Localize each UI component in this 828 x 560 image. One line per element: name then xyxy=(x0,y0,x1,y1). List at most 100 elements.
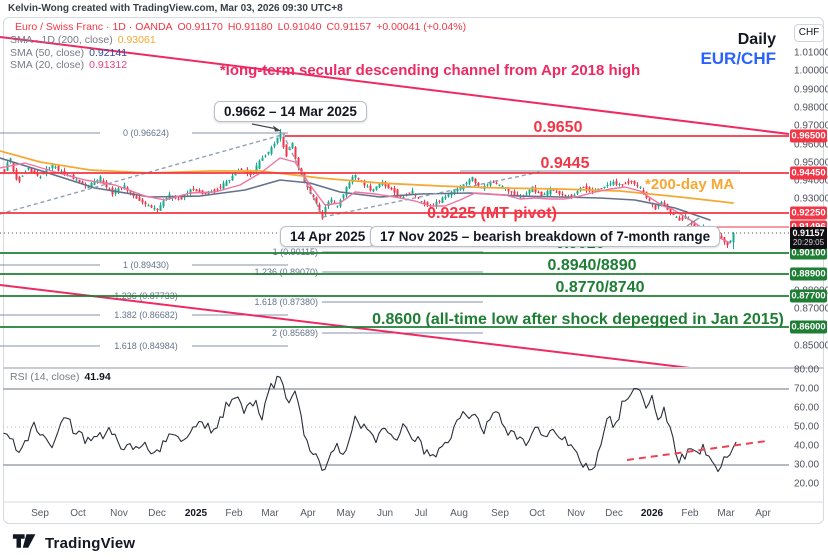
rsi-divergence-line[interactable] xyxy=(626,440,768,461)
resistance-label-9650: 0.9650 xyxy=(533,119,583,136)
price-axis-label: 0.94000 xyxy=(794,175,828,187)
callout-pointers xyxy=(251,123,700,227)
price-axis-label: 0.85000 xyxy=(794,340,828,352)
ohlc-row: Euro / Swiss Franc · 1D · OANDA O0.91170 H… xyxy=(10,21,466,34)
sma200-label: SMA · 1D (200, close) xyxy=(10,34,113,46)
indicator-row-sma200: SMA · 1D (200, close) 0.93061 xyxy=(10,34,466,47)
svg-text:1 (0.90115): 1 (0.90115) xyxy=(273,247,318,257)
rsi-axis-label: 70.00 xyxy=(794,383,820,395)
time-axis-month-label: Aug xyxy=(450,508,468,519)
sma20-label: SMA (20, close) xyxy=(10,59,85,71)
price-axis-label: 0.97000 xyxy=(794,120,828,132)
price-axis[interactable]: CHF 1.01000 1.00000 0.99000 0.98000 0.97000 0… xyxy=(790,18,828,522)
time-axis-month-label: Oct xyxy=(70,508,86,519)
time-axis-month-label: Apr xyxy=(300,508,316,519)
fib-extension-b: 1 (0.90115) 1.236 (0.89070) 1.618 (0.87380… xyxy=(254,170,740,338)
callout-mar-2025-high[interactable]: 0.9662 – 14 Mar 2025 xyxy=(214,101,367,122)
time-axis-month-label: Dec xyxy=(148,508,166,519)
ohlc-low: L0.91040 xyxy=(277,21,322,33)
time-axis-month-label: May xyxy=(336,508,356,519)
rsi-line xyxy=(3,375,737,473)
indicator-row-sma20: SMA (20, close) 0.91312 xyxy=(10,59,466,72)
attribution-text: Kelvin-Wong created with TradingView.com… xyxy=(8,3,343,14)
support-label-8770: 0.8770/8740 xyxy=(555,279,645,296)
currency-toggle: CHF xyxy=(794,24,824,42)
dashed-trendlines[interactable] xyxy=(0,133,541,218)
sma50-label: SMA (50, close) xyxy=(10,46,85,59)
svg-text:1.618 (0.87380): 1.618 (0.87380) xyxy=(254,297,318,307)
ma-200-line xyxy=(0,150,734,204)
time-axis-month-label: Oct xyxy=(529,508,545,519)
svg-text:1 (0.89430): 1 (0.89430) xyxy=(123,260,169,270)
callout-nov-2025-breakdown[interactable]: 17 Nov 2025 – bearish breakdown of 7-mon… xyxy=(370,226,721,247)
svg-text:1.236 (0.89070): 1.236 (0.89070) xyxy=(254,267,318,277)
time-axis-month-label: Dec xyxy=(605,508,623,519)
ohlc-open: O0.91170 xyxy=(177,21,223,33)
time-axis-month-label: Sep xyxy=(31,508,49,519)
price-axis-label: 1.00000 xyxy=(794,65,828,77)
indicator-row-sma50: SMA (50, close) 0.92141 xyxy=(10,47,466,60)
price-axis-label: 0.99000 xyxy=(794,84,828,96)
brand-text[interactable]: TradingView xyxy=(45,534,136,552)
sma200-value: 0.93061 xyxy=(117,34,156,46)
price-axis-label: 0.98000 xyxy=(794,102,828,114)
price-axis-label: 0.96000 xyxy=(794,139,828,151)
rsi-value: 41.94 xyxy=(84,371,111,383)
time-axis-month-label: Mar xyxy=(261,508,279,519)
rsi-axis-label: 20.00 xyxy=(794,478,820,490)
rsi-axis-label: 50.00 xyxy=(794,421,820,433)
rsi-legend: RSI (14, close) 41.94 xyxy=(10,371,111,383)
price-axis-badge-red: 0.96500 xyxy=(790,129,827,143)
rsi-label: RSI (14, close) xyxy=(10,371,80,383)
fib-retracement-a: 0 (0.96624)1 (0.89430)1.236 (0.87733)1.3… xyxy=(0,128,288,351)
price-axis-badge-green: 0.86000 xyxy=(790,320,827,334)
ohlc-high: H0.91180 xyxy=(227,21,273,33)
time-axis-month-label: Apr xyxy=(755,508,771,519)
price-axis-label: 1.01000 xyxy=(794,47,828,59)
time-axis-year-label: 2026 xyxy=(640,508,664,519)
channel-annotation: *long-term secular descending channel fr… xyxy=(219,62,641,79)
price-axis-badge-green: 0.90100 xyxy=(790,246,827,260)
tradingview-logo-icon[interactable] xyxy=(12,531,39,555)
sma20-value: 0.91312 xyxy=(89,59,128,71)
price-axis-label: 0.95000 xyxy=(794,157,828,169)
sma50-value: 0.92141 xyxy=(89,46,128,59)
price-axis-label: 0.87000 xyxy=(794,303,828,315)
price-axis-badge-red: 0.94450 xyxy=(790,166,827,180)
resistance-label-9225: 0.9225 (MT pivot) xyxy=(427,205,557,222)
ma200-annotation: *200-day MA xyxy=(645,176,735,193)
resistance-label-9445: 0.9445 xyxy=(540,155,590,172)
time-axis-month-label: Feb xyxy=(681,508,699,519)
ohlc-close: C0.91157 xyxy=(326,21,372,33)
rsi-axis-label: 30.00 xyxy=(794,459,820,471)
callout-apr-2025-low[interactable]: 14 Apr 2025 xyxy=(280,226,376,247)
rsi-pane xyxy=(3,388,789,466)
time-axis[interactable]: Sep Oct Nov Dec 2025 Feb Mar Apr May Jun Jul Aug Sep… xyxy=(0,503,789,523)
last-price-badge: 0.91157 20:29:05 xyxy=(790,227,827,249)
support-label-8600: 0.8600 (all-time low after shock depegge… xyxy=(372,311,784,328)
svg-text:1.382 (0.86682): 1.382 (0.86682) xyxy=(114,310,178,320)
price-axis-label: 0.93000 xyxy=(794,193,828,205)
time-axis-year-label: 2025 xyxy=(184,508,208,519)
symbol-watermark: Daily EUR/CHF xyxy=(700,30,776,68)
symbol-legend: Euro / Swiss Franc · 1D · OANDA O0.91170 H… xyxy=(10,21,466,72)
svg-text:0 (0.96624): 0 (0.96624) xyxy=(123,128,169,138)
price-axis-badge-green: 0.87700 xyxy=(790,289,827,303)
ohlc-change: +0.00041 (+0.04%) xyxy=(376,21,467,33)
timeframe-label: Daily xyxy=(737,31,776,48)
time-axis-month-label: Jul xyxy=(414,508,428,519)
support-label-8940: 0.8940/8890 xyxy=(547,257,637,274)
rsi-axis-label: 60.00 xyxy=(794,402,820,414)
ma-20-line xyxy=(0,157,731,244)
time-axis-month-label: Sep xyxy=(491,508,509,519)
svg-text:2 (0.85689): 2 (0.85689) xyxy=(272,328,318,338)
rsi-axis-label: 80.00 xyxy=(794,364,820,376)
ma-50-line xyxy=(0,157,711,221)
time-axis-month-label: Nov xyxy=(567,508,585,519)
symbol-title: Euro / Swiss Franc · 1D · OANDA xyxy=(15,21,173,33)
time-axis-month-label: Mar xyxy=(717,508,735,519)
time-axis-month-label: Jun xyxy=(376,508,394,519)
time-axis-month-label: Nov xyxy=(110,508,128,519)
rsi-axis-label: 40.00 xyxy=(794,440,820,452)
